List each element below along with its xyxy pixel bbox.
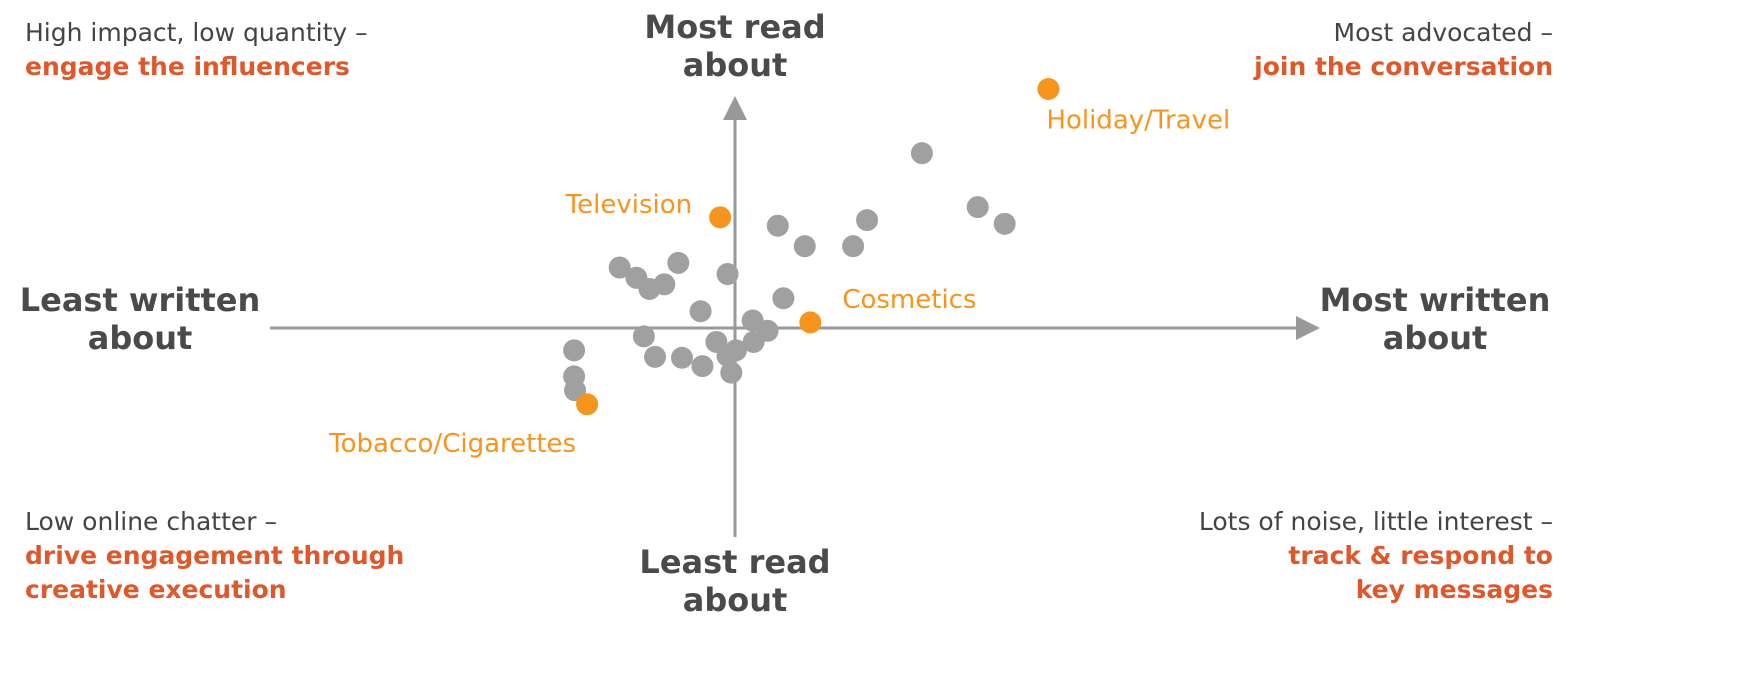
axis-label-bottom: Least read about (639, 543, 831, 619)
point (670, 346, 693, 369)
point (608, 256, 631, 279)
quadrant-action: drive engagement through creative execut… (25, 541, 405, 604)
quadrant-note: Most advocated – join the conversation (1073, 16, 1553, 84)
axis-label-right: Most written about (1319, 281, 1551, 357)
quadrant-lead: High impact, low quantity – (25, 18, 368, 47)
point (966, 196, 989, 219)
quadrant-lead: Lots of noise, little interest – (1198, 507, 1553, 536)
quadrant-action: track & respond to key messages (1288, 541, 1553, 604)
point (910, 142, 933, 165)
quadrant-lead: Most advocated – (1333, 18, 1553, 47)
axis-label-top: Most read about (644, 8, 826, 84)
point (720, 361, 743, 384)
point (689, 300, 712, 323)
quadrant-lead: Low online chatter – (25, 507, 278, 536)
point (716, 344, 739, 367)
point (766, 214, 789, 237)
axis-label-left: Least written about (19, 281, 261, 357)
highlight-label: Tobacco/Cigarettes (328, 429, 576, 459)
point (644, 345, 667, 368)
point (793, 235, 816, 258)
quadrant-action: engage the influencers (25, 52, 350, 81)
point (856, 209, 879, 232)
point (653, 273, 676, 296)
point (993, 212, 1016, 235)
point (742, 330, 765, 353)
point (716, 263, 739, 286)
quadrant-note: High impact, low quantity – engage the in… (25, 16, 505, 84)
point (632, 325, 655, 348)
highlight-label: Cosmetics (842, 285, 976, 315)
point (691, 355, 714, 378)
point (772, 287, 795, 310)
y-axis-arrow (723, 96, 747, 120)
highlight-label: Television (565, 190, 692, 220)
point (667, 251, 690, 274)
quadrant-note: Low online chatter – drive engagement thr… (25, 505, 465, 607)
quadrant-note: Lots of noise, little interest – track & … (1073, 505, 1553, 607)
highlight-label: Holiday/Travel (1046, 105, 1230, 135)
point (842, 235, 865, 258)
highlight-point (1037, 77, 1060, 100)
highlight-point (799, 311, 822, 334)
x-axis-arrow (1296, 316, 1320, 340)
highlight-point (576, 393, 599, 416)
highlight-point (709, 206, 732, 229)
point (563, 339, 586, 362)
quadrant-action: join the conversation (1254, 52, 1553, 81)
